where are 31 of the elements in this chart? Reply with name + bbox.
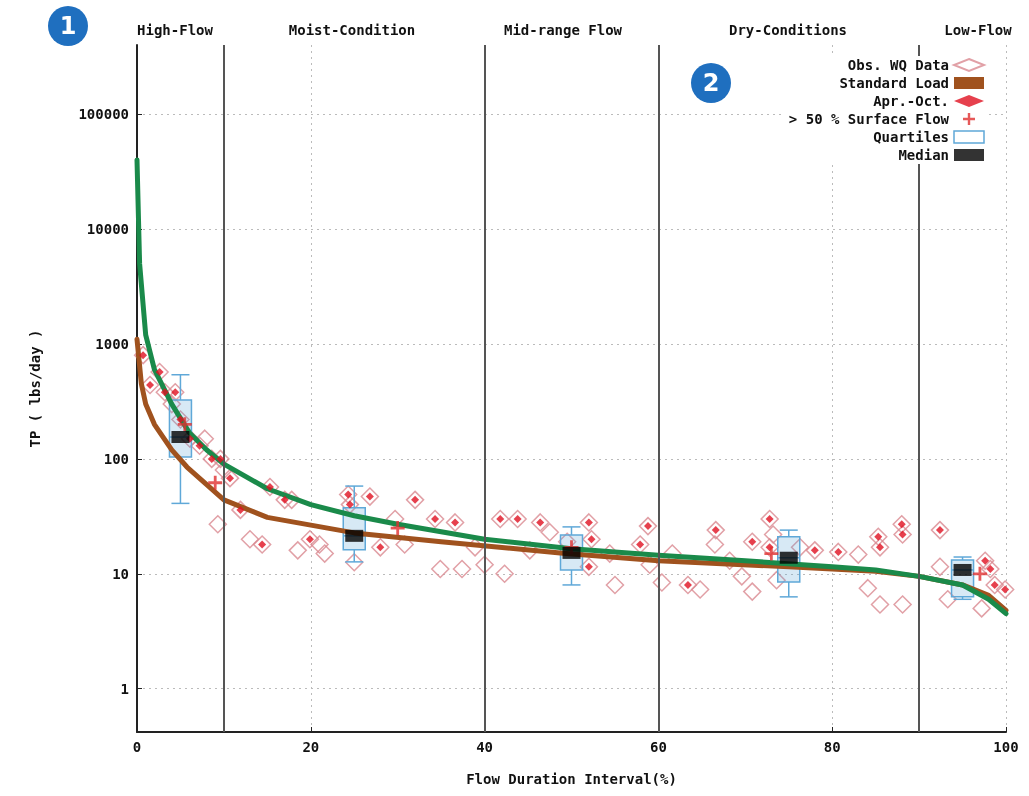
x-tick-label: 0 <box>132 739 142 755</box>
legend-label: Apr.-Oct. <box>873 93 949 109</box>
legend-label: Quartiles <box>873 129 949 145</box>
point <box>390 521 405 536</box>
y-tick-label: 100000 <box>78 106 129 123</box>
text: Dry-Conditions <box>728 22 848 38</box>
x-tick-label: 80 <box>823 739 841 755</box>
legend-label: Obs. WQ Data <box>847 57 949 73</box>
text: Moist-Condition <box>288 22 416 38</box>
text: High-Flow <box>137 22 213 38</box>
y-tick-label: 1000 <box>95 335 129 352</box>
numbered-circle-icon: 2 <box>691 63 731 103</box>
x-tick-label: 100 <box>993 739 1019 755</box>
x-tick-label: 60 <box>649 739 667 755</box>
text: Low-Flow <box>944 22 1012 38</box>
legend-label: Median <box>898 147 949 163</box>
legend-label: > 50 % Surface Flow <box>788 111 950 127</box>
y-tick-label: 10 <box>112 565 129 582</box>
annotation: 2 <box>702 69 720 97</box>
x-tick-label: 40 <box>476 739 494 755</box>
y-tick-label: 100 <box>103 450 129 467</box>
x-tick-label: 20 <box>302 739 320 755</box>
y-axis-title: TP ( lbs/day ) <box>27 329 43 448</box>
y-tick-label: 10000 <box>86 221 129 238</box>
legend-label: Standard Load <box>839 75 949 91</box>
x-axis-title: Flow Duration Interval(%) <box>466 771 677 787</box>
numbered-circle-icon: 1 <box>48 6 88 46</box>
point <box>208 475 223 490</box>
y-tick-label: 1 <box>120 680 129 697</box>
text: Mid-range Flow <box>503 22 623 38</box>
point <box>972 566 987 581</box>
